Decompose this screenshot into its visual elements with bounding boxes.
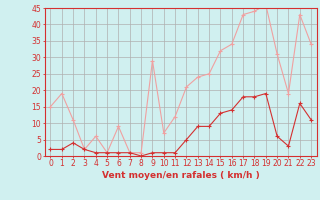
X-axis label: Vent moyen/en rafales ( km/h ): Vent moyen/en rafales ( km/h )	[102, 171, 260, 180]
